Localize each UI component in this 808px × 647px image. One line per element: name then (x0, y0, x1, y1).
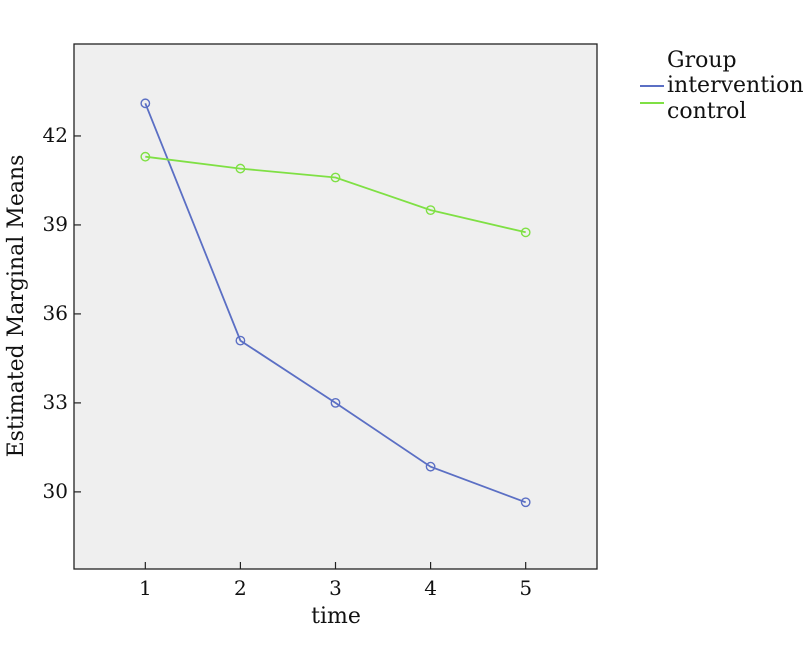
y-tick-label: 33 (43, 390, 68, 414)
y-tick-label: 36 (43, 301, 68, 325)
data-point-intervention (520, 497, 531, 508)
data-point-intervention (330, 397, 341, 408)
legend: Group intervention control (640, 48, 804, 124)
y-axis-label: Estimated Marginal Means (4, 155, 29, 458)
y-tick-label: 30 (43, 479, 68, 503)
plot-area (73, 43, 598, 570)
data-point-control (425, 205, 436, 216)
x-tick-label: 1 (139, 576, 152, 600)
x-tick-label: 3 (329, 576, 342, 600)
x-axis-label: time (311, 604, 361, 629)
x-tick-label: 4 (424, 576, 437, 600)
series-line-control (145, 155, 526, 234)
y-tick-label: 39 (43, 212, 68, 236)
x-tick-label: 2 (234, 576, 247, 600)
data-point-control (520, 227, 531, 238)
legend-title: Group (667, 48, 737, 73)
x-axis: 1 2 3 4 5 (139, 562, 532, 600)
data-point-intervention (425, 461, 436, 472)
data-point-control (330, 172, 341, 183)
series-line-intervention (144, 102, 527, 504)
data-point-intervention (140, 98, 151, 109)
legend-label-control: control (667, 99, 746, 124)
legend-label-intervention: intervention (667, 73, 804, 98)
y-tick-label: 42 (43, 123, 68, 147)
data-point-intervention (235, 335, 246, 346)
x-tick-label: 5 (519, 576, 532, 600)
series-layer (140, 98, 531, 508)
data-point-control (140, 151, 151, 162)
data-point-control (235, 163, 246, 174)
y-axis: 30 33 36 39 42 (43, 123, 81, 503)
